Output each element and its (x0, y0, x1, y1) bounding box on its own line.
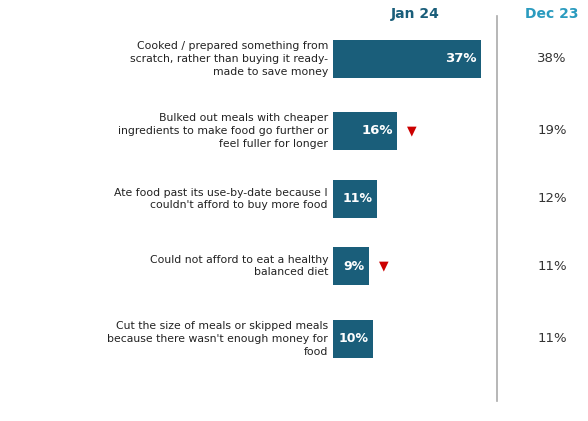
Text: 11%: 11% (343, 192, 373, 205)
Text: 10%: 10% (339, 333, 369, 346)
Text: 9%: 9% (344, 259, 365, 272)
Text: 11%: 11% (537, 333, 567, 346)
Text: Cooked / prepared something from
scratch, rather than buying it ready-
made to s: Cooked / prepared something from scratch… (130, 41, 328, 77)
Text: 37%: 37% (446, 53, 477, 66)
FancyBboxPatch shape (333, 180, 377, 218)
Text: Could not afford to eat a healthy
balanced diet: Could not afford to eat a healthy balanc… (149, 255, 328, 277)
Text: ▼: ▼ (407, 125, 417, 138)
Text: 11%: 11% (537, 259, 567, 272)
Text: 12%: 12% (537, 192, 567, 205)
Text: Bulked out meals with cheaper
ingredients to make food go further or
feel fuller: Bulked out meals with cheaper ingredient… (118, 113, 328, 149)
Text: 38%: 38% (537, 53, 567, 66)
Text: Jan 24: Jan 24 (390, 7, 439, 21)
Text: Dec 23: Dec 23 (525, 7, 579, 21)
FancyBboxPatch shape (333, 320, 373, 358)
Text: 19%: 19% (537, 125, 567, 138)
Text: Ate food past its use-by-date because I
couldn't afford to buy more food: Ate food past its use-by-date because I … (115, 188, 328, 210)
FancyBboxPatch shape (333, 40, 481, 78)
Text: ▼: ▼ (379, 259, 389, 272)
FancyBboxPatch shape (333, 112, 397, 150)
Text: 16%: 16% (362, 125, 393, 138)
FancyBboxPatch shape (333, 247, 369, 285)
Text: Cut the size of meals or skipped meals
because there wasn't enough money for
foo: Cut the size of meals or skipped meals b… (107, 321, 328, 357)
